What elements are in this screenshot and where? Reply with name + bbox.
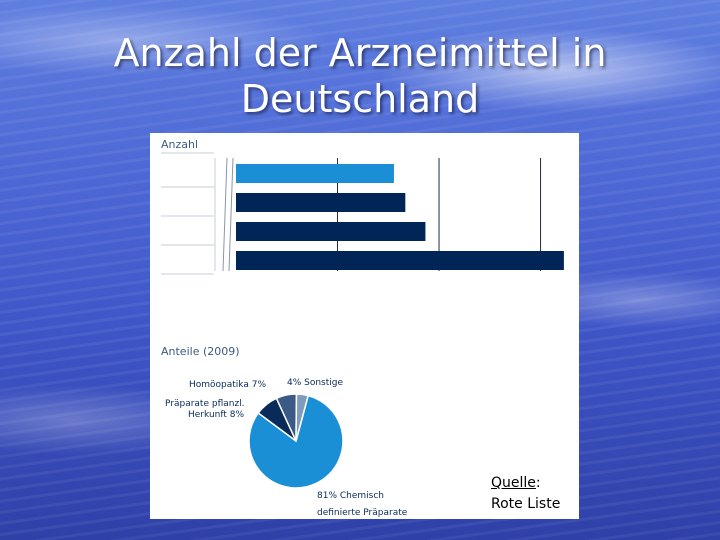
bar-2009 [236, 164, 394, 183]
bar-rows [161, 164, 564, 275]
bar-2007 [236, 193, 406, 212]
pie-label-homoeopatika: Homöopatika 7% [189, 380, 266, 390]
chart-figure: Anzahl Anteile (2009) Homöopatika 7% 4% … [150, 133, 579, 519]
pie-label-pflanzlich-line2: Herkunft 8% [188, 410, 244, 420]
pie-label-chemisch-line2: definierte Präparate [317, 508, 408, 518]
source-link[interactable]: Quelle [491, 475, 536, 491]
axis-break-mark [228, 157, 234, 272]
pie-slices [248, 393, 344, 489]
bar-2005 [236, 222, 426, 241]
source-note: Quelle: Rote Liste [491, 473, 560, 515]
chart-svg: Anzahl Anteile (2009) Homöopatika 7% 4% … [161, 138, 564, 518]
bar-chart-title: Anzahl [161, 138, 198, 151]
pie-label-pflanzlich-line1: Präparate pflanzl. [165, 399, 245, 409]
slide-title: Anzahl der Arzneimittel in Deutschland [60, 30, 660, 122]
axis-break-mark [222, 157, 228, 272]
source-colon: : [535, 475, 541, 491]
pie-label-sonstige: 4% Sonstige [287, 378, 343, 388]
slide-title-line1: Anzahl der Arzneimittel in [113, 31, 607, 75]
pie-chart-title: Anteile (2009) [161, 345, 240, 358]
pie-label-chemisch-line1: 81% Chemisch [317, 491, 384, 501]
pie-slice-1 [248, 394, 344, 489]
bar-2000 [236, 251, 564, 270]
source-text: Rote Liste [491, 496, 561, 512]
slide-title-line2: Deutschland [240, 77, 480, 121]
pie-slice-4 [295, 393, 310, 442]
